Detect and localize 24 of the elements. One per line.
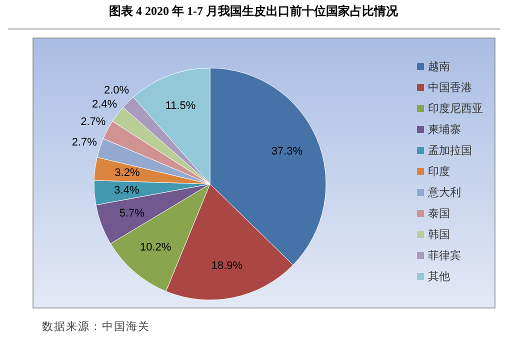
data-label: 3.4% <box>114 184 140 196</box>
legend-label: 孟加拉国 <box>428 144 472 157</box>
legend-label: 中国香港 <box>428 81 472 94</box>
legend-label: 韩国 <box>428 228 450 241</box>
data-label: 2.0% <box>104 84 130 96</box>
legend-label: 意大利 <box>427 186 461 199</box>
legend-label: 泰国 <box>428 208 450 220</box>
legend-label: 菲律宾 <box>428 249 461 262</box>
source-note: 数据来源：中国海关 <box>42 320 150 333</box>
data-label: 10.2% <box>140 241 172 254</box>
data-label: 5.7% <box>119 208 145 220</box>
legend-label: 印度 <box>428 165 450 178</box>
data-label: 2.7% <box>80 116 106 128</box>
legend-label: 其他 <box>428 270 450 283</box>
chart-title: 图表 4 2020 年 1-7 月我国生皮出口前十位国家占比情况 <box>109 4 399 18</box>
data-label: 37.3% <box>271 146 303 158</box>
data-label: 18.9% <box>211 260 243 272</box>
data-label: 3.2% <box>114 167 140 180</box>
legend-label: 印度尼西亚 <box>428 102 483 115</box>
data-label: 2.4% <box>92 98 118 110</box>
legend-label: 柬埔寨 <box>428 123 461 136</box>
data-label: 2.7% <box>72 136 98 149</box>
data-label: 11.5% <box>165 100 196 112</box>
legend-label: 越南 <box>428 60 450 73</box>
